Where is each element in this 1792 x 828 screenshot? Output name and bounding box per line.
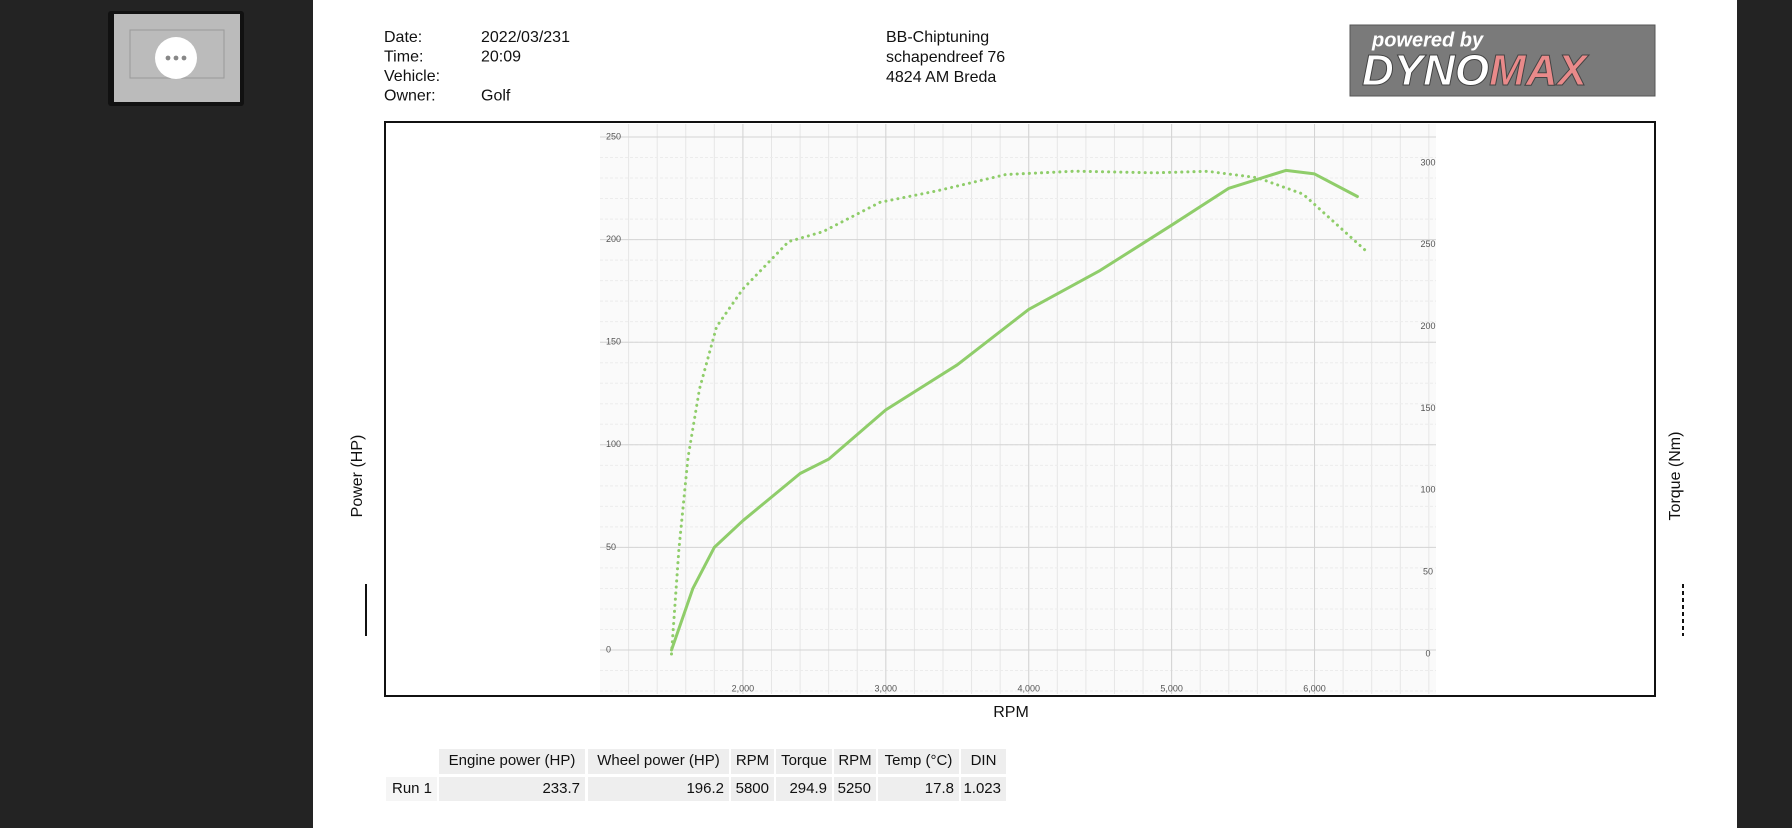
cell-value: 1.023 (963, 780, 1001, 797)
logo-box (1349, 24, 1656, 97)
column-header: DIN (971, 752, 997, 769)
y-tick-label: 150 (606, 337, 621, 347)
cell (961, 777, 1006, 801)
x-tick-label: 4,000 (1017, 683, 1040, 693)
header-cell (834, 749, 876, 774)
logo-line1: powered by (1371, 29, 1484, 51)
cell (731, 777, 774, 801)
cell-value: 17.8 (925, 780, 954, 797)
marks (670, 168, 1370, 656)
field-label: Owner: (384, 88, 436, 105)
y2-axis-label: Torque (Nm) (1667, 432, 1684, 521)
logo-word1: DYNO (1362, 46, 1489, 95)
dot (165, 55, 171, 61)
cell (834, 777, 876, 801)
address-line: 4824 AM Breda (886, 69, 996, 86)
x-tick-label: 5,000 (1160, 683, 1183, 693)
field-value: 20:09 (481, 49, 521, 66)
row-label: Run 1 (392, 780, 432, 797)
dot (181, 55, 187, 61)
y-tick-label: 50 (606, 542, 616, 552)
cell (588, 777, 729, 801)
header: Date: 2022/03/231 Time: 20:09 Vehicle: Owner:… (384, 29, 1005, 105)
cell-value: 5250 (838, 780, 871, 797)
x-axis-label: RPM (993, 704, 1029, 721)
y-axis-label: Power (HP) (349, 435, 366, 518)
x-tick-label: 6,000 (1303, 683, 1326, 693)
grid: 2,000 3,000 4,000 5,000 6,000 0 50 100 150 200 250… (600, 124, 1436, 694)
header-cell (776, 749, 832, 774)
x-tick-label: 2,000 (732, 683, 755, 693)
logo-word2: MAX (1489, 46, 1589, 95)
header-cell (961, 749, 1006, 774)
row-label-cell (386, 777, 437, 801)
cell (439, 777, 585, 801)
y2-tick-label: 100 (1420, 485, 1435, 495)
y-tick-label: 250 (606, 131, 621, 141)
y2-tick-label: 0 (1425, 648, 1430, 658)
column-header: RPM (838, 752, 871, 769)
cell-value: 5800 (736, 780, 769, 797)
x-tick-label: 3,000 (875, 683, 898, 693)
cell (776, 777, 832, 801)
header-cell (588, 749, 729, 774)
logo-word: DYNOMAX (1362, 46, 1590, 95)
column-header: Wheel power (HP) (597, 752, 720, 769)
dot (173, 55, 179, 61)
cell-value: 196.2 (686, 780, 724, 797)
y2-tick-label: 50 (1423, 567, 1433, 577)
y-tick-label: 100 (606, 439, 621, 449)
header-cell (439, 749, 585, 774)
field-label: Time: (384, 49, 423, 66)
column-header: RPM (736, 752, 769, 769)
column-header: Torque (781, 752, 827, 769)
results-table: Engine power (HP) Wheel power (HP) RPM Torq… (386, 749, 1006, 801)
field-value: Golf (481, 88, 511, 105)
cell (878, 777, 959, 801)
y-tick-label: 0 (606, 644, 611, 654)
y-tick-label: 200 (606, 234, 621, 244)
y2-tick-label: 150 (1420, 403, 1435, 413)
field-value: 2022/03/231 (481, 29, 570, 46)
address-line: schapendreef 76 (886, 49, 1005, 66)
power-line (670, 168, 1359, 652)
field-label: Date: (384, 29, 422, 46)
header-cell (731, 749, 774, 774)
header-cell (878, 749, 959, 774)
address-line: BB-Chiptuning (886, 29, 989, 46)
field-label: Vehicle: (384, 68, 440, 85)
torque-line (670, 169, 1370, 656)
cell-value: 294.9 (789, 780, 827, 797)
column-header: Temp (°C) (885, 752, 953, 769)
y2-tick-label: 200 (1420, 321, 1435, 331)
column-header: Engine power (HP) (449, 752, 576, 769)
y2-tick-label: 300 (1420, 157, 1435, 167)
y2-tick-label: 250 (1420, 239, 1435, 249)
cell-value: 233.7 (542, 780, 580, 797)
